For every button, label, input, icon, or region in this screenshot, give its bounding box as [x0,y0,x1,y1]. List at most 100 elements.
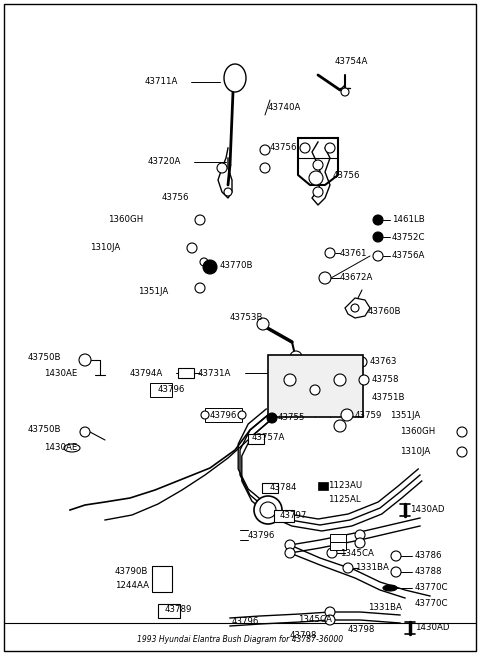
Text: 43786: 43786 [415,552,443,561]
Polygon shape [150,383,172,397]
Circle shape [391,551,401,561]
Circle shape [224,188,232,196]
Circle shape [200,258,208,266]
Text: 43756: 43756 [162,193,190,202]
Circle shape [267,413,277,423]
Text: 1993 Hyundai Elantra Bush Diagram for 43787-36000: 1993 Hyundai Elantra Bush Diagram for 43… [137,635,343,643]
Bar [318,482,328,490]
Circle shape [341,409,353,421]
Circle shape [313,160,323,170]
Circle shape [334,420,346,432]
Circle shape [319,272,331,284]
Ellipse shape [64,444,80,452]
Text: 43750B: 43750B [28,354,61,362]
Circle shape [284,374,296,386]
Text: 1351JA: 1351JA [390,411,420,419]
Text: 1430AD: 1430AD [415,624,449,633]
Text: 43711A: 43711A [145,77,179,86]
Text: 1461LB: 1461LB [392,215,425,225]
Circle shape [300,143,310,153]
Circle shape [325,607,335,617]
Text: 43784: 43784 [270,483,298,493]
Text: 1244AA: 1244AA [115,582,149,591]
Circle shape [260,163,270,173]
Text: 43770C: 43770C [415,584,448,593]
Text: 1430AE: 1430AE [44,443,77,453]
Circle shape [457,427,467,437]
Text: 43757A: 43757A [252,434,286,443]
Text: 43753B: 43753B [230,314,264,322]
Circle shape [355,530,365,540]
Circle shape [309,171,323,185]
Text: 43770C: 43770C [415,599,448,608]
Text: 43740A: 43740A [268,103,301,113]
Circle shape [285,540,295,550]
Text: 43798: 43798 [348,626,375,635]
Bar [248,434,264,444]
Circle shape [254,496,282,524]
Polygon shape [224,64,246,92]
Text: 43758: 43758 [372,375,399,384]
Circle shape [341,88,349,96]
Text: 1360GH: 1360GH [400,428,435,436]
Circle shape [260,502,276,518]
Text: 43788: 43788 [415,567,443,576]
Text: 1125AL: 1125AL [328,495,360,504]
Text: 1345CA: 1345CA [340,548,374,557]
Circle shape [195,283,205,293]
Text: 43755: 43755 [278,413,305,422]
Ellipse shape [383,585,397,591]
Text: 43751B: 43751B [372,394,406,403]
Circle shape [343,563,353,573]
Circle shape [359,375,369,385]
Text: 43789: 43789 [165,605,192,614]
Circle shape [373,232,383,242]
Text: 1310JA: 1310JA [90,244,120,252]
Polygon shape [345,298,370,318]
Text: 43750B: 43750B [28,426,61,434]
Text: 43763: 43763 [370,358,397,367]
Circle shape [373,251,383,261]
Circle shape [334,374,346,386]
Circle shape [391,567,401,577]
Polygon shape [158,604,180,618]
Text: 43798: 43798 [290,631,317,639]
Circle shape [327,548,337,558]
Circle shape [325,248,335,258]
Text: 43759: 43759 [355,411,383,419]
Bar [268,355,363,417]
Circle shape [325,143,335,153]
Polygon shape [178,368,194,378]
Circle shape [310,385,320,395]
Polygon shape [152,566,172,592]
Text: 43720A: 43720A [148,157,181,166]
Text: 43756: 43756 [333,170,360,179]
Text: 1430AE: 1430AE [44,369,77,379]
Text: 1310JA: 1310JA [400,447,430,457]
Circle shape [357,357,367,367]
Text: 43797: 43797 [280,512,307,521]
Text: 43731A: 43731A [198,369,231,377]
Text: 1360GH: 1360GH [108,215,143,225]
Text: 43790B: 43790B [115,567,148,576]
Text: 1123AU: 1123AU [328,481,362,491]
Text: 43796: 43796 [232,618,259,626]
Text: 43796: 43796 [158,386,185,394]
Polygon shape [330,534,346,542]
Text: 1430AD: 1430AD [410,506,444,514]
Text: 43794A: 43794A [130,369,163,377]
Text: 43672A: 43672A [340,274,373,282]
Circle shape [203,260,217,274]
Circle shape [195,215,205,225]
Circle shape [79,354,91,366]
Text: 43796: 43796 [210,411,238,419]
Circle shape [80,427,90,437]
Text: 1331BA: 1331BA [355,563,389,572]
Text: 1345CA: 1345CA [298,616,332,624]
Circle shape [201,411,209,419]
Circle shape [187,243,197,253]
Circle shape [373,215,383,225]
Circle shape [355,538,365,548]
Circle shape [313,187,323,197]
Text: 43761: 43761 [340,248,368,257]
